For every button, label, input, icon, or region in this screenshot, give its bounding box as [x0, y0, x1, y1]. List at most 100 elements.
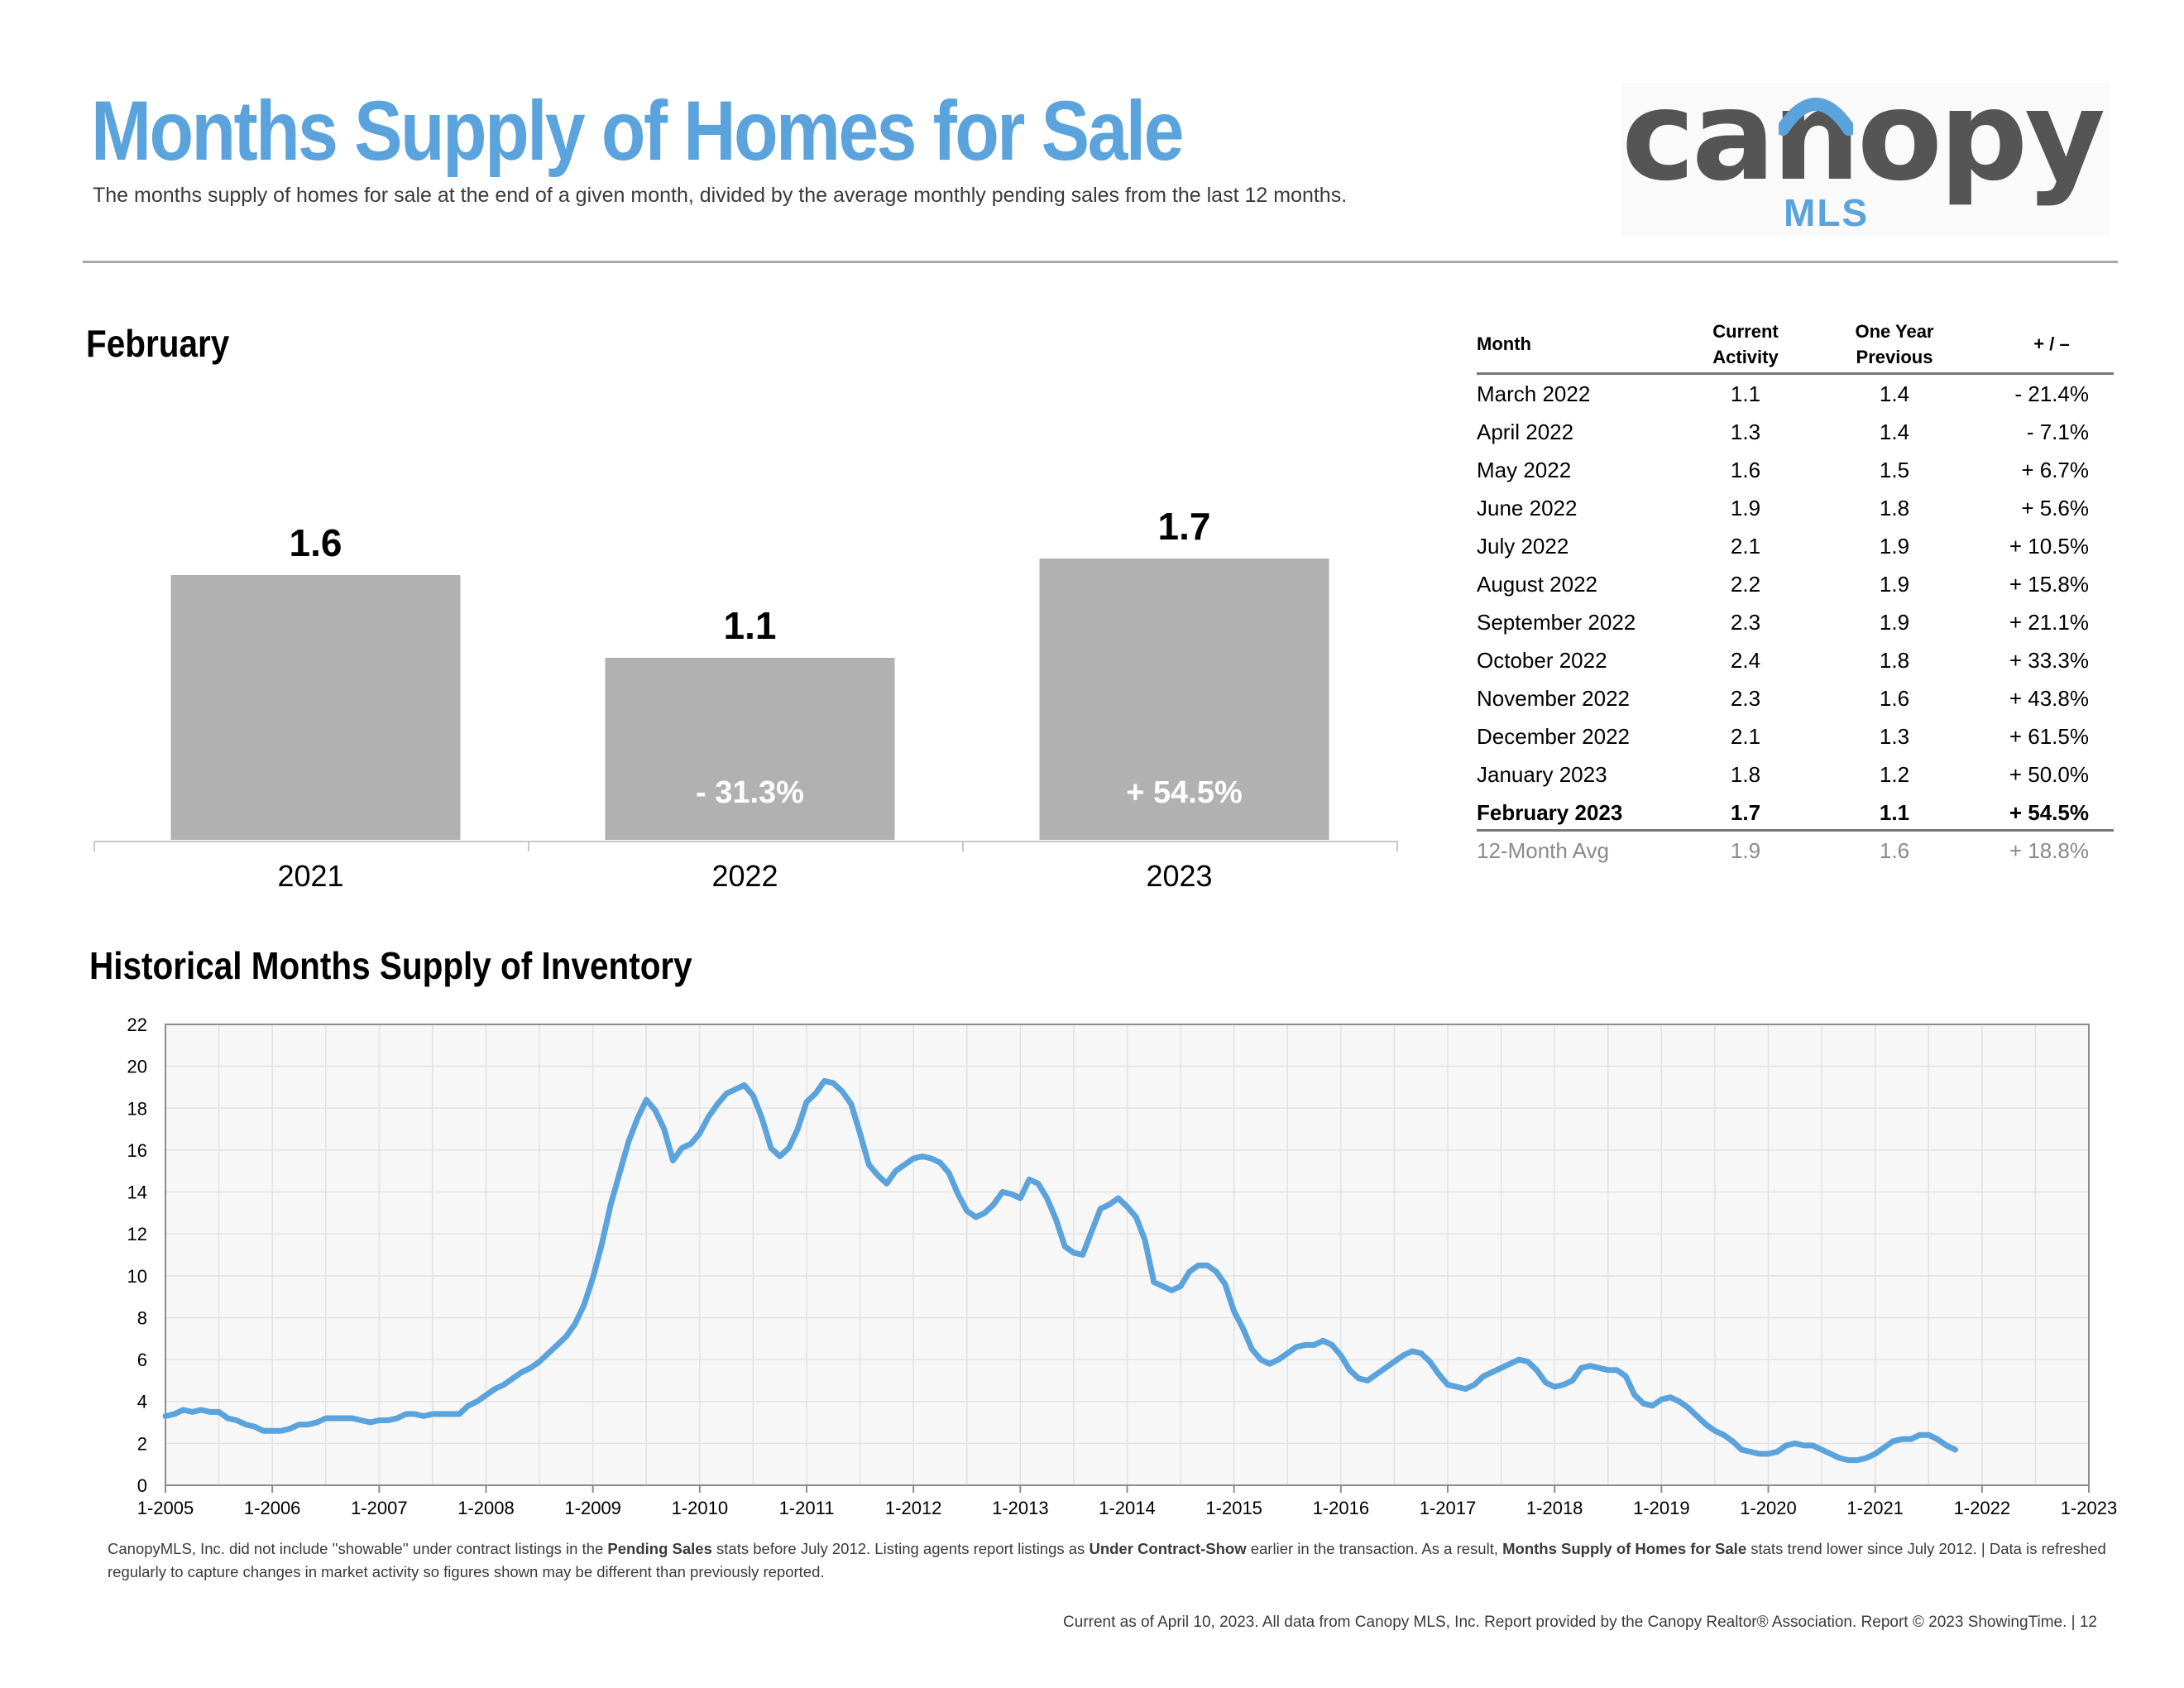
table-row: August 2022 2.2 1.9 + 15.8% — [1477, 565, 2114, 603]
y-tick-label: 10 — [127, 1266, 147, 1287]
cell-month: 12-Month Avg — [1477, 838, 1609, 863]
cell-current: 1.8 — [1730, 762, 1761, 787]
cell-previous: 1.9 — [1879, 572, 1910, 597]
bar-category-label: 2021 — [277, 859, 343, 893]
bar-value-label: 1.1 — [724, 604, 777, 647]
logo-wordmark: canopy — [1621, 65, 2105, 209]
y-tick-label: 14 — [127, 1182, 147, 1203]
cell-current: 2.1 — [1730, 724, 1761, 749]
cell-previous: 1.9 — [1879, 534, 1910, 559]
y-tick-label: 4 — [137, 1392, 147, 1412]
bar-value-label: 1.6 — [290, 521, 342, 564]
th-current-line1: Current — [1712, 321, 1779, 342]
y-tick-label: 18 — [127, 1098, 147, 1119]
cell-current: 1.7 — [1730, 800, 1761, 825]
bar-change-label: - 31.3% — [696, 775, 804, 810]
cell-current: 2.4 — [1730, 648, 1761, 673]
th-change: + / – — [2033, 333, 2070, 354]
y-tick-label: 2 — [137, 1433, 147, 1454]
footnote: CanopyMLS, Inc. did not include ''showab… — [108, 1537, 2110, 1584]
cell-change: - 7.1% — [2026, 420, 2089, 444]
cell-previous: 1.1 — [1879, 800, 1910, 825]
table-row: November 2022 2.3 1.6 + 43.8% — [1477, 679, 2114, 717]
logo-mls-text: MLS — [1784, 191, 1870, 234]
y-tick-label: 16 — [127, 1140, 147, 1161]
cell-previous: 1.9 — [1879, 610, 1910, 635]
table-row: October 2022 2.4 1.8 + 33.3% — [1477, 641, 2114, 679]
cell-change: + 43.8% — [2009, 686, 2089, 711]
cell-current: 1.3 — [1730, 420, 1761, 444]
cell-month: July 2022 — [1477, 534, 1569, 559]
cell-change: + 6.7% — [2021, 458, 2089, 482]
cell-month: October 2022 — [1477, 648, 1607, 673]
th-current-line2: Activity — [1712, 347, 1779, 367]
cell-month: February 2023 — [1477, 800, 1623, 825]
bar-chart-title: February — [86, 322, 230, 365]
y-tick-label: 6 — [137, 1350, 147, 1370]
cell-previous: 1.6 — [1879, 838, 1910, 863]
cell-previous: 1.3 — [1879, 724, 1910, 749]
y-tick-label: 12 — [127, 1224, 147, 1244]
header-divider — [83, 261, 2118, 263]
table-row: April 2022 1.3 1.4 - 7.1% — [1477, 413, 2114, 451]
table-row: June 2022 1.9 1.8 + 5.6% — [1477, 489, 2114, 527]
x-tick-label: 1-2011 — [779, 1498, 835, 1518]
footnote-bold-1: Pending Sales — [607, 1540, 712, 1557]
th-previous-line2: Previous — [1856, 347, 1933, 367]
cell-month: September 2022 — [1477, 610, 1636, 635]
cell-change: + 21.1% — [2009, 610, 2089, 635]
cell-current: 2.3 — [1730, 610, 1761, 635]
cell-month: December 2022 — [1477, 724, 1630, 749]
series-line-months-supply — [162, 1077, 1958, 1464]
bar-change-label: + 54.5% — [1126, 775, 1243, 810]
table-header: Month Current Activity One Year Previous… — [1477, 314, 2114, 375]
cell-previous: 1.4 — [1879, 420, 1910, 444]
table-row: January 2023 1.8 1.2 + 50.0% — [1477, 755, 2114, 794]
x-tick-label: 1-2016 — [1313, 1498, 1370, 1518]
cell-current: 1.9 — [1730, 838, 1761, 863]
th-previous-line1: One Year — [1855, 321, 1934, 342]
x-tick-label: 1-2014 — [1099, 1498, 1156, 1518]
th-previous: One Year Previous — [1832, 319, 1956, 370]
historical-line-chart: 0 2 4 6 8 10 12 14 16 18 20 22 1-2005 1-2006 1-2007 1-2… — [127, 1014, 2118, 1518]
x-tick-label: 1-2022 — [1954, 1498, 2011, 1518]
x-tick-label: 1-2020 — [1740, 1498, 1797, 1518]
february-bar-chart: 1.6 2021 1.1 - 31.3% 2022 1.7 + 54.5% 2023 — [93, 505, 1398, 893]
x-tick-label: 1-2005 — [137, 1498, 194, 1518]
x-tick-label: 1-2013 — [992, 1498, 1049, 1518]
cell-change: - 21.4% — [2014, 381, 2089, 406]
cell-month: April 2022 — [1477, 420, 1574, 444]
cell-change: + 18.8% — [2009, 838, 2089, 863]
bar-2023 — [1039, 559, 1329, 840]
cell-change: + 10.5% — [2009, 534, 2089, 559]
bar-2021 — [170, 575, 461, 840]
cell-previous: 1.2 — [1879, 762, 1910, 787]
y-tick-label: 8 — [137, 1307, 147, 1328]
x-tick-label: 1-2018 — [1526, 1498, 1583, 1518]
cell-month: May 2022 — [1477, 458, 1572, 482]
x-tick-label: 1-2007 — [351, 1498, 408, 1518]
footnote-text-1: CanopyMLS, Inc. did not include ''showab… — [108, 1540, 608, 1557]
x-tick-label: 1-2021 — [1846, 1498, 1904, 1518]
table-row-highlight: February 2023 1.7 1.1 + 54.5% — [1477, 794, 2114, 832]
monthly-stats-table: Month Current Activity One Year Previous… — [1477, 314, 2114, 870]
cell-previous: 1.5 — [1879, 458, 1910, 482]
x-tick-label: 1-2009 — [564, 1498, 621, 1518]
table-row: May 2022 1.6 1.5 + 6.7% — [1477, 451, 2114, 489]
page-subtitle: The months supply of homes for sale at t… — [93, 184, 1348, 207]
table-row: July 2022 2.1 1.9 + 10.5% — [1477, 527, 2114, 565]
historical-chart-title: Historical Months Supply of Inventory — [89, 944, 692, 987]
th-month: Month — [1477, 333, 1531, 354]
cell-change: + 61.5% — [2009, 724, 2089, 749]
cell-current: 2.3 — [1730, 686, 1761, 711]
y-tick-label: 22 — [127, 1014, 147, 1035]
table-body: March 2022 1.1 1.4 - 21.4% April 2022 1.3 1.4 -… — [1477, 375, 2114, 794]
bar-2022 — [605, 658, 895, 840]
cell-current: 1.9 — [1730, 496, 1761, 520]
footnote-text-4: stats trend lower since July 2012. | Dat… — [108, 1540, 2106, 1580]
y-tick-label: 0 — [137, 1475, 147, 1496]
cell-current: 1.6 — [1730, 458, 1761, 482]
cell-month: November 2022 — [1477, 686, 1630, 711]
canopy-mls-logo: canopy MLS — [1621, 65, 2110, 236]
footnote-text-3: earlier in the transaction. As a result, — [1246, 1540, 1503, 1557]
